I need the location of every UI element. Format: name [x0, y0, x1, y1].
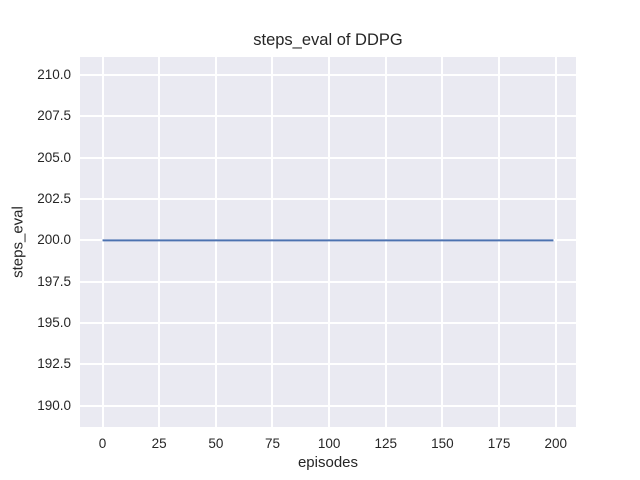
x-gridline: [214, 57, 217, 427]
y-tick-label: 190.0: [37, 397, 71, 413]
y-gridline: [80, 74, 576, 77]
x-gridline: [498, 57, 501, 427]
y-tick-label: 205.0: [37, 149, 71, 165]
x-tick-label: 75: [264, 436, 280, 451]
y-tick-label: 210.0: [37, 67, 71, 83]
x-tick-label: 25: [151, 436, 167, 451]
y-gridline: [80, 198, 576, 201]
x-gridline: [441, 57, 444, 427]
x-tick-label: 200: [544, 436, 567, 451]
x-gridline: [158, 57, 161, 427]
x-gridline: [384, 57, 387, 427]
x-tick-label: 125: [374, 436, 398, 451]
x-tick-label: 175: [487, 436, 511, 451]
y-tick-label: 202.5: [37, 191, 71, 207]
x-tick-label: 150: [431, 436, 454, 451]
y-tick-label: 197.5: [37, 273, 71, 289]
x-gridline: [554, 57, 557, 427]
x-axis-label: episodes: [297, 454, 359, 471]
y-tick-label: 192.5: [37, 356, 71, 372]
x-tick-label: 50: [208, 436, 224, 451]
x-gridline: [328, 57, 331, 427]
y-gridline: [80, 404, 576, 407]
x-tick-label: 100: [317, 436, 341, 451]
plot-area: [80, 57, 576, 427]
y-tick-label: 200.0: [37, 232, 71, 248]
y-gridline: [80, 115, 576, 118]
y-tick-label: 195.0: [37, 314, 71, 330]
chart-title: steps_eval of DDPG: [253, 31, 403, 49]
series-layer: [102, 239, 554, 242]
y-gridline: [80, 280, 576, 283]
y-gridline: [80, 156, 576, 159]
x-gridline: [101, 57, 104, 427]
x-gridline: [271, 57, 274, 427]
x-tick-label: 0: [98, 436, 107, 451]
y-gridline: [80, 321, 576, 324]
y-tick-label: 207.5: [37, 108, 71, 124]
y-gridline: [80, 363, 576, 366]
